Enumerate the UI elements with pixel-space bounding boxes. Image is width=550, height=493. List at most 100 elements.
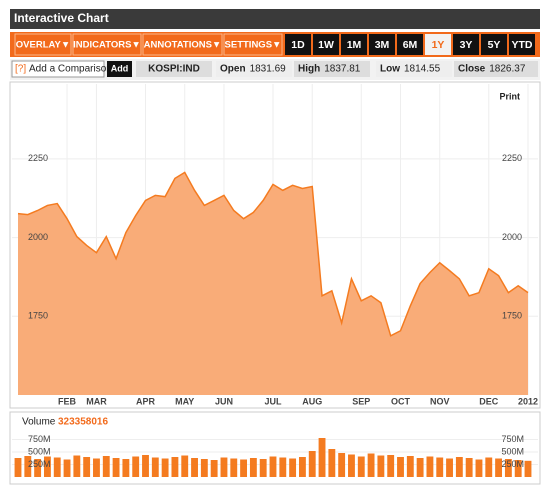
volume-bar — [151, 457, 159, 477]
x-tick-label: APR — [136, 396, 156, 406]
volume-bar — [142, 455, 149, 477]
range-label: 1Y — [432, 39, 445, 51]
range-button[interactable] — [481, 34, 507, 55]
volume-bar — [318, 438, 326, 477]
range-label: 3M — [375, 39, 390, 51]
print-link[interactable]: Print — [499, 91, 520, 101]
volume-bar — [465, 458, 473, 477]
volume-bar — [524, 460, 532, 477]
volume-bar — [485, 457, 493, 477]
y-tick-label: 500M — [28, 446, 51, 456]
menu-label: INDICATORS▼ — [73, 40, 141, 51]
add-button[interactable] — [107, 61, 132, 77]
quote-label: Close — [458, 64, 486, 75]
header-title: Interactive Chart — [14, 11, 109, 25]
volume-bar — [446, 458, 453, 477]
volume-bar — [348, 454, 355, 477]
y-tick-label: 500M — [501, 446, 524, 456]
volume-bar — [269, 456, 277, 477]
add-label: Add — [111, 63, 129, 73]
volume-bar — [24, 456, 32, 477]
volume-bar — [308, 451, 316, 477]
y-tick-label: 250M — [501, 459, 524, 469]
volume-title: Volume — [22, 417, 56, 428]
quote-box — [454, 61, 538, 77]
range-button[interactable] — [285, 34, 311, 55]
price-line — [17, 171, 529, 337]
range-button[interactable] — [425, 34, 451, 55]
range-label: 1M — [347, 39, 362, 51]
quote-label: Open — [220, 64, 246, 75]
volume-bar — [210, 460, 218, 477]
volume-bar — [220, 457, 228, 477]
quote-box — [294, 61, 370, 77]
x-tick-label: SEP — [352, 396, 370, 406]
volume-bar — [426, 456, 434, 477]
x-tick-label: OCT — [391, 396, 411, 406]
volume-bar — [249, 458, 257, 477]
x-tick-label: DEC — [479, 396, 499, 406]
y-tick-label: 2250 — [28, 153, 48, 163]
symbol-box — [136, 61, 212, 77]
y-tick-label: 2000 — [502, 232, 522, 242]
x-tick-label: JUL — [264, 396, 282, 406]
menu-button[interactable] — [72, 33, 142, 56]
volume-bar — [298, 457, 306, 477]
volume-bar — [240, 459, 248, 477]
menu-button[interactable] — [223, 33, 283, 56]
range-button[interactable] — [509, 34, 535, 55]
volume-bar — [387, 455, 395, 477]
y-tick-label: 250M — [28, 459, 51, 469]
range-button[interactable] — [341, 34, 367, 55]
x-tick-label: FEB — [58, 396, 77, 406]
volume-bar — [53, 457, 61, 477]
quote-label: Low — [380, 64, 400, 75]
volume-bar — [289, 458, 297, 477]
volume-bar — [455, 457, 463, 477]
volume-bar — [112, 458, 120, 477]
volume-bar — [73, 455, 81, 477]
menu-button[interactable] — [14, 33, 72, 56]
volume-bar — [230, 458, 238, 477]
y-tick-label: 2000 — [28, 232, 48, 242]
volume-bar — [367, 453, 375, 477]
symbol: KOSPI:IND — [148, 64, 200, 75]
volume-bar — [495, 458, 503, 477]
header-bar — [10, 9, 540, 29]
quote-label: High — [298, 64, 320, 75]
help-icon[interactable]: [?] — [15, 64, 26, 75]
volume-bar — [279, 457, 287, 477]
volume-bar — [436, 457, 444, 477]
volume-bar — [181, 455, 189, 477]
volume-bar — [328, 449, 336, 477]
comparison-input[interactable] — [11, 60, 105, 78]
volume-bar — [475, 459, 483, 477]
menu-button[interactable] — [142, 33, 223, 56]
range-label: 1D — [291, 39, 305, 51]
range-button[interactable] — [453, 34, 479, 55]
range-label: 1W — [318, 39, 334, 51]
range-button[interactable] — [313, 34, 339, 55]
y-tick-label: 1750 — [502, 311, 522, 321]
volume-bar — [397, 457, 404, 477]
y-tick-label: 750M — [28, 434, 51, 444]
volume-bar — [416, 458, 424, 477]
volume-bar — [161, 458, 169, 477]
volume-bar — [102, 456, 110, 477]
volume-bar — [34, 459, 42, 477]
price-area — [18, 172, 528, 395]
range-button[interactable] — [369, 34, 395, 55]
volume-bar — [93, 458, 100, 477]
y-tick-label: 1750 — [28, 311, 48, 321]
x-tick-label: MAY — [175, 396, 194, 406]
range-button[interactable] — [397, 34, 423, 55]
volume-bar — [514, 460, 522, 477]
volume-bar — [200, 459, 208, 477]
volume-value: 323358016 — [58, 417, 108, 428]
volume-bar — [357, 456, 365, 477]
volume-bar — [259, 459, 267, 477]
y-tick-label: 750M — [501, 434, 524, 444]
quote-value: 1826.37 — [489, 64, 526, 75]
